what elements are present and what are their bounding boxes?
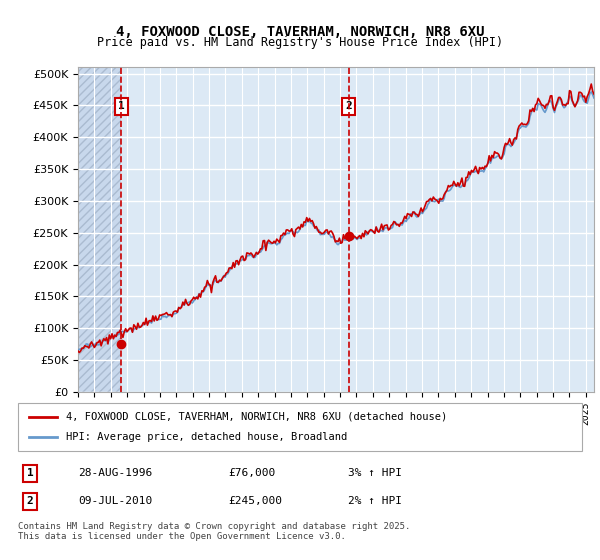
- Text: 2: 2: [345, 101, 352, 111]
- Text: 4, FOXWOOD CLOSE, TAVERHAM, NORWICH, NR8 6XU (detached house): 4, FOXWOOD CLOSE, TAVERHAM, NORWICH, NR8…: [66, 412, 447, 422]
- Text: 09-JUL-2010: 09-JUL-2010: [78, 496, 152, 506]
- Text: 28-AUG-1996: 28-AUG-1996: [78, 468, 152, 478]
- Text: 2: 2: [26, 496, 34, 506]
- Text: This data is licensed under the Open Government Licence v3.0.: This data is licensed under the Open Gov…: [18, 532, 346, 541]
- Text: £76,000: £76,000: [228, 468, 275, 478]
- Text: HPI: Average price, detached house, Broadland: HPI: Average price, detached house, Broa…: [66, 432, 347, 442]
- Text: 1: 1: [26, 468, 34, 478]
- FancyBboxPatch shape: [18, 403, 582, 451]
- Text: 1: 1: [118, 101, 125, 111]
- Text: 4, FOXWOOD CLOSE, TAVERHAM, NORWICH, NR8 6XU: 4, FOXWOOD CLOSE, TAVERHAM, NORWICH, NR8…: [116, 25, 484, 39]
- Text: Price paid vs. HM Land Registry's House Price Index (HPI): Price paid vs. HM Land Registry's House …: [97, 36, 503, 49]
- Text: 3% ↑ HPI: 3% ↑ HPI: [348, 468, 402, 478]
- Text: Contains HM Land Registry data © Crown copyright and database right 2025.: Contains HM Land Registry data © Crown c…: [18, 522, 410, 531]
- Text: £245,000: £245,000: [228, 496, 282, 506]
- Bar: [78, 67, 121, 392]
- Text: 2% ↑ HPI: 2% ↑ HPI: [348, 496, 402, 506]
